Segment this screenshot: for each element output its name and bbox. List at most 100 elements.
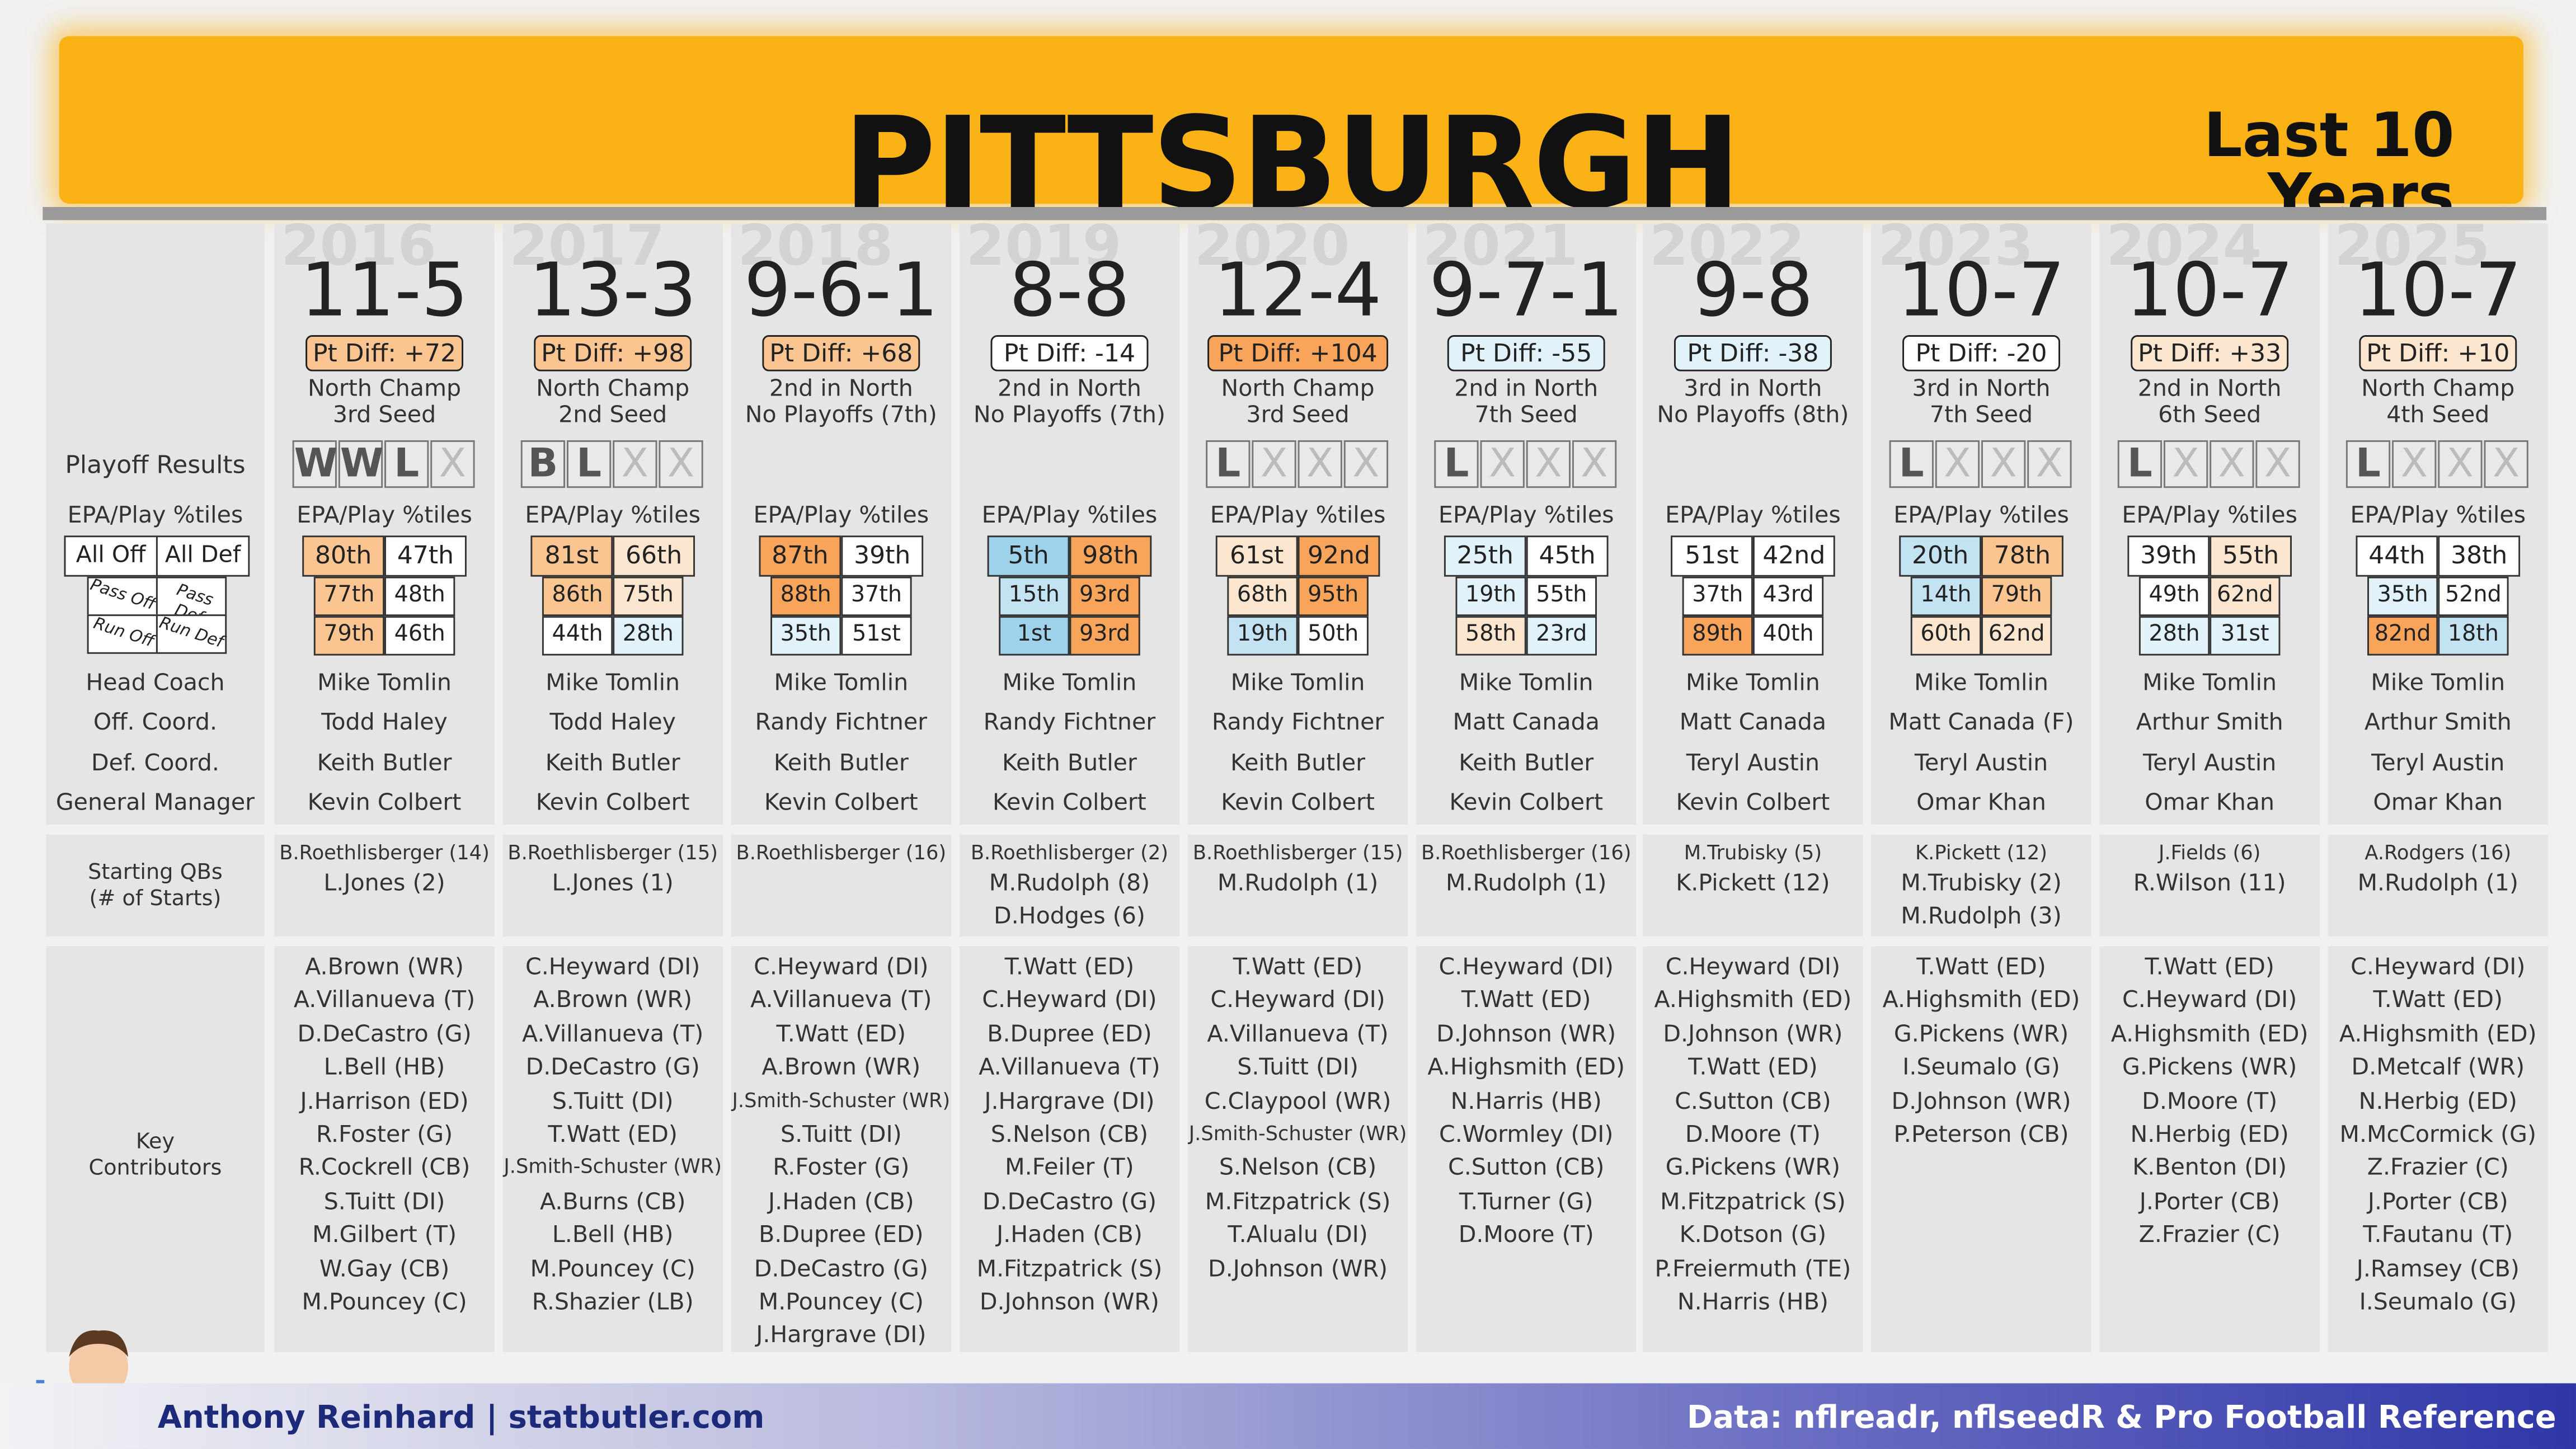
season-record: 10-7 [2354,246,2522,334]
pass-def-label: Pass Def [156,576,227,628]
run-def-label: Run Def [156,614,227,654]
epa-run-def-cell: 28th [613,616,684,656]
epa-pass-def-cell: 55th [1526,576,1597,617]
staff-dc: Teryl Austin [1914,750,2048,777]
season-column-2021: 2021 9-7-1 Pt Diff: -55 2nd in North 7th See… [1416,214,1637,825]
season-record: 12-4 [1214,246,1382,334]
staff-hc: Mike Tomlin [1686,670,1820,697]
season-kc-panel: T.Watt (ED) C.Heyward (DI) B.Dupree (ED) A.… [959,946,1180,1352]
epa-header: EPA/Play %tiles [297,502,472,529]
key-contributor: R.Foster (G) [773,1155,910,1182]
season-year: 2017 [509,213,665,280]
key-contributor: M.Feiler (T) [1005,1155,1134,1182]
key-contributor: A.Highsmith (ED) [1882,987,2080,1014]
epa-all-def-cell: 55th [2210,535,2292,577]
season-qbs-panel: B.Roethlisberger (15) M.Rudolph (1) [1187,834,1408,937]
key-contributor: N.Herbig (ED) [2358,1088,2517,1115]
season-kc-panel: C.Heyward (DI) A.Brown (WR) A.Villanueva (… [502,946,723,1352]
staff-hc: Mike Tomlin [1914,670,2048,697]
epa-pass-off-cell: 15th [999,576,1070,617]
key-contributor: D.Johnson (WR) [979,1290,1159,1316]
playoff-result-box: X [2027,440,2072,488]
staff-oc: Arthur Smith [2364,709,2512,736]
key-contributor: J.Hargrave (DI) [756,1323,927,1350]
epa-all-def-cell: 47th [384,535,467,577]
key-contributor: C.Heyward (DI) [2351,954,2526,981]
epa-all-def-cell: 39th [841,535,924,577]
staff-hc: Mike Tomlin [1002,670,1137,697]
season-year: 2024 [2106,213,2262,280]
starting-qb: M.Rudolph (1) [1445,871,1607,897]
point-diff-badge: Pt Diff: -20 [1902,335,2060,371]
key-contributor: J.Smith-Schuster (WR) [732,1088,951,1112]
starting-qb: M.Rudolph (3) [1901,904,2062,930]
playoff-result-box: X [2392,440,2437,488]
playoff-result-box: X [430,440,475,488]
season-qbs-panel: J.Fields (6) R.Wilson (11) [2099,834,2320,937]
key-contributor: T.Watt (ED) [2373,987,2503,1014]
playoff-result-box: X [613,440,657,488]
staff-hc: Mike Tomlin [1459,670,1593,697]
finish-line-1: North Champ [2361,376,2515,403]
key-contributor: T.Turner (G) [1459,1189,1593,1216]
season-qbs-panel: B.Roethlisberger (15) L.Jones (1) [502,834,723,937]
key-contributor: M.Fitzpatrick (S) [976,1256,1163,1283]
season-kc-panel: C.Heyward (DI) A.Highsmith (ED) D.Johnson … [1643,946,1863,1352]
key-contributor: K.Dotson (G) [1679,1222,1827,1249]
key-contributor: A.Villanueva (T) [979,1055,1160,1081]
staff-dc: Teryl Austin [2371,750,2505,777]
pass-off-text: Pass Off [88,576,158,615]
point-diff-badge: Pt Diff: -14 [990,335,1149,371]
season-year: 2021 [1422,213,1578,280]
playoff-results-label: Playoff Results [65,450,246,480]
playoff-result-box: X [2438,440,2483,488]
finish-line-1: North Champ [536,376,690,403]
key-contributor: S.Nelson (CB) [990,1122,1149,1149]
playoff-result-box: X [2210,440,2254,488]
key-contributor: A.Villanueva (T) [750,987,932,1014]
season-column-2018: 2018 9-6-1 Pt Diff: +68 2nd in North No Play… [731,214,952,825]
run-off-label: Run Off [87,614,158,654]
label-panel-qbs: Starting QBs (# of Starts) [46,834,265,937]
key-contributor: C.Heyward (DI) [1665,954,1841,981]
point-diff-badge: Pt Diff: +33 [2131,335,2289,371]
key-contributor: C.Claypool (WR) [1204,1088,1392,1115]
key-contributor: I.Seumalo (G) [2359,1290,2517,1316]
epa-all-off-cell: 61st [1215,535,1298,577]
key-contributor: J.Hargrave (DI) [984,1088,1155,1115]
finish-line-2: 7th Seed [1474,402,1578,429]
season-kc-panel: C.Heyward (DI) A.Villanueva (T) T.Watt (ED… [731,946,952,1352]
key-contributor: I.Seumalo (G) [1902,1055,2060,1081]
starting-qb: B.Roethlisberger (16) [736,841,947,864]
epa-all-off-cell: 87th [759,535,842,577]
epa-pass-def-cell: 52nd [2438,576,2509,617]
season-year: 2020 [1194,213,1350,280]
epa-header: EPA/Play %tiles [1893,502,2069,529]
season-column-2025: 2025 10-7 Pt Diff: +10 North Champ 4th Seed L… [2328,214,2549,825]
key-contributor: J.Harrison (ED) [300,1088,469,1115]
key-contributor: S.Tuitt (DI) [780,1122,902,1149]
all-off-label: All Off [64,535,158,577]
playoff-result-box: W [292,440,337,488]
playoff-result-box: X [1572,440,1617,488]
finish-line-1: 2nd in North [769,376,913,403]
key-contributor: C.Heyward (DI) [754,954,929,981]
starting-qb: M.Rudolph (8) [989,871,1150,897]
finish-line-1: North Champ [307,376,462,403]
starting-qb: B.Roethlisberger (15) [1192,841,1403,864]
key-contributor: T.Watt (ED) [1004,954,1135,981]
epa-all-def-cell: 66th [613,535,695,577]
key-contributor: A.Brown (WR) [305,954,464,981]
key-contributor: A.Highsmith (ED) [2339,1021,2537,1048]
season-kc-panel: C.Heyward (DI) T.Watt (ED) D.Johnson (WR) A… [1416,946,1637,1352]
playoff-result-box: B [520,440,566,488]
staff-oc: Randy Fichtner [983,709,1156,736]
key-contributor: D.DeCastro (G) [297,1021,472,1048]
staff-gm: Kevin Colbert [1676,790,1830,817]
staff-dc: Teryl Austin [1686,750,1820,777]
gm-label: General Manager [55,790,255,817]
key-contributor: A.Highsmith (ED) [1427,1055,1625,1081]
staff-oc: Todd Haley [321,709,448,736]
staff-dc: Keith Butler [1002,750,1137,777]
key-contributor: T.Alualu (DI) [1228,1222,1368,1249]
